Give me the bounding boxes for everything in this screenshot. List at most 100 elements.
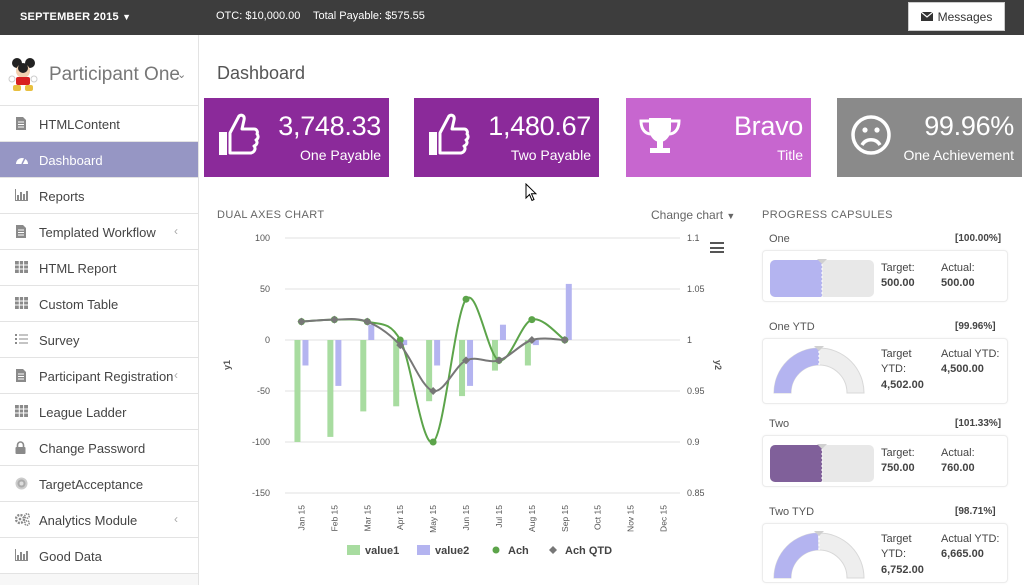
tile-value: 99.96%	[924, 111, 1014, 141]
x-tick-label: Jan 15	[296, 505, 306, 531]
period-selector[interactable]: SEPTEMBER 2015 ▼	[20, 11, 131, 23]
sidebar-item-targetacceptance[interactable]: TargetAcceptance	[0, 466, 198, 502]
capsule-percent: [99.96%]	[955, 321, 996, 332]
legend-label: Ach QTD	[565, 545, 612, 557]
messages-label: Messages	[937, 9, 993, 24]
x-tick-label: Jul 15	[494, 505, 504, 528]
sidebar-item-survey[interactable]: Survey	[0, 322, 198, 358]
sidebar-item-change-password[interactable]: Change Password	[0, 430, 198, 466]
point-ach-qtd	[429, 387, 438, 395]
bar-value1	[360, 340, 367, 412]
y1-tick-label: -50	[257, 386, 270, 396]
chevron-left-icon: ‹	[174, 368, 178, 382]
table-icon	[15, 405, 28, 418]
bar-value2	[368, 324, 375, 340]
x-tick-label: Mar 15	[362, 505, 372, 532]
sidebar-item-templated-workflow[interactable]: Templated Workflow ‹	[0, 214, 198, 250]
legend-label: value2	[435, 545, 469, 557]
sidebar-item-label: Participant Registration	[39, 369, 174, 384]
point-ach-qtd	[494, 356, 503, 365]
sidebar-item-analytics-module[interactable]: Analytics Module ‹	[0, 502, 198, 538]
point-ach-qtd	[527, 336, 536, 344]
bar-value1	[426, 340, 433, 402]
legend-label: Ach	[508, 545, 529, 557]
file-icon	[15, 117, 27, 130]
target-icon	[15, 477, 28, 490]
dual-axes-chart: 100 50 0 -50 -100 -150 1.1 1.05 1 0.95 0.9 0.85 y1 y2…	[222, 233, 723, 557]
change-chart-dropdown[interactable]: Change chart ▼	[651, 208, 735, 222]
point-ach-qtd	[330, 315, 339, 324]
bar-value1	[459, 340, 466, 397]
capsule-percent: [100.00%]	[955, 233, 1002, 244]
tile-label: One Achievement	[903, 147, 1014, 163]
kpi-tile[interactable]: 3,748.33 One Payable	[204, 98, 389, 177]
sidebar-item-league-ladder[interactable]: League Ladder	[0, 394, 198, 430]
profile-menu[interactable]: Participant One ⌄	[0, 35, 198, 106]
point-ach	[429, 438, 437, 446]
y2-tick-label: 1	[687, 335, 692, 345]
kpi-tile[interactable]: 99.96% One Achievement	[837, 98, 1022, 177]
legend-swatch	[549, 546, 557, 554]
capsule-gauge	[773, 531, 865, 579]
sidebar-item-label: League Ladder	[39, 405, 127, 420]
actual-label: Actual YTD:	[941, 533, 1000, 545]
sidebar-item-dashboard[interactable]: Dashboard	[0, 142, 198, 178]
capsule-label: Two TYD	[769, 506, 815, 518]
capsule-label: One	[769, 233, 790, 245]
top-bar: SEPTEMBER 2015 ▼ OTC: $10,000.00 Total P…	[0, 0, 1024, 35]
kpi-tile[interactable]: Bravo Title	[626, 98, 811, 177]
target-value: 4,502.00	[881, 379, 924, 391]
bar-chart-icon	[15, 549, 28, 562]
sidebar-item-good-data[interactable]: Good Data	[0, 538, 198, 574]
y2-tick-label: 0.85	[687, 488, 705, 498]
chart-menu-icon[interactable]	[710, 242, 724, 253]
x-tick-label: Apr 15	[395, 505, 405, 530]
gears-icon	[14, 512, 31, 527]
target-value: 6,752.00	[881, 564, 924, 576]
tile-value: 1,480.67	[488, 111, 591, 141]
bar-value2	[532, 340, 539, 346]
y1-tick-label: -150	[252, 488, 270, 498]
actual-value: 760.00	[941, 462, 975, 474]
sidebar-item-participant-registration[interactable]: Participant Registration ‹	[0, 358, 198, 394]
otc-amount: OTC: $10,000.00	[216, 10, 301, 22]
table-icon	[15, 261, 28, 274]
point-ach-qtd	[297, 317, 306, 326]
y2-tick-label: 1.1	[687, 233, 700, 243]
tile-value: Bravo	[733, 111, 803, 141]
bar-value2	[467, 340, 474, 386]
bar-value2	[302, 340, 309, 366]
target-label: Target YTD:	[881, 348, 912, 375]
page-title: Dashboard	[217, 63, 306, 83]
sidebar-item-custom-table[interactable]: Custom Table	[0, 286, 198, 322]
capsule-card: Target YTD: 4,502.00 Actual YTD: 4,500.00	[762, 338, 1008, 404]
sidebar-item-htmlcontent[interactable]: HTMLContent	[0, 106, 198, 142]
thumbs-up-icon	[426, 112, 470, 158]
bar-value2	[401, 340, 408, 346]
sidebar-item-reports[interactable]: Reports	[0, 178, 198, 214]
y2-tick-label: 0.9	[687, 437, 700, 447]
sidebar-item-label: Custom Table	[39, 297, 119, 312]
messages-button[interactable]: Messages	[908, 2, 1005, 31]
sidebar-nav: HTMLContent Dashboard Reports Templated Wor…	[0, 106, 198, 574]
total-payable: Total Payable: $575.55	[313, 10, 425, 22]
sidebar-item-html-report[interactable]: HTML Report	[0, 250, 198, 286]
y1-axis-label: y1	[222, 360, 232, 370]
bar-value2	[565, 283, 572, 340]
x-tick-label: Jun 15	[461, 505, 471, 531]
capsule-card: Target: 750.00 Actual: 760.00	[762, 435, 1008, 487]
avatar	[8, 58, 38, 91]
point-ach	[462, 295, 470, 303]
legend-swatch	[347, 545, 360, 555]
sidebar: Participant One ⌄ HTMLContent Dashboard Re…	[0, 35, 199, 585]
dashboard-icon	[15, 153, 28, 166]
y2-axis-label: y2	[713, 360, 723, 370]
target-value: 750.00	[881, 462, 915, 474]
y1-tick-label: 0	[265, 335, 270, 345]
bar-value2	[434, 340, 441, 366]
chevron-down-icon: ⌄	[177, 69, 187, 81]
y1-tick-label: 100	[255, 233, 270, 243]
capsule-percent: [98.71%]	[955, 506, 996, 517]
kpi-tile[interactable]: 1,480.67 Two Payable	[414, 98, 599, 177]
chevron-down-icon: ▼	[726, 211, 736, 221]
